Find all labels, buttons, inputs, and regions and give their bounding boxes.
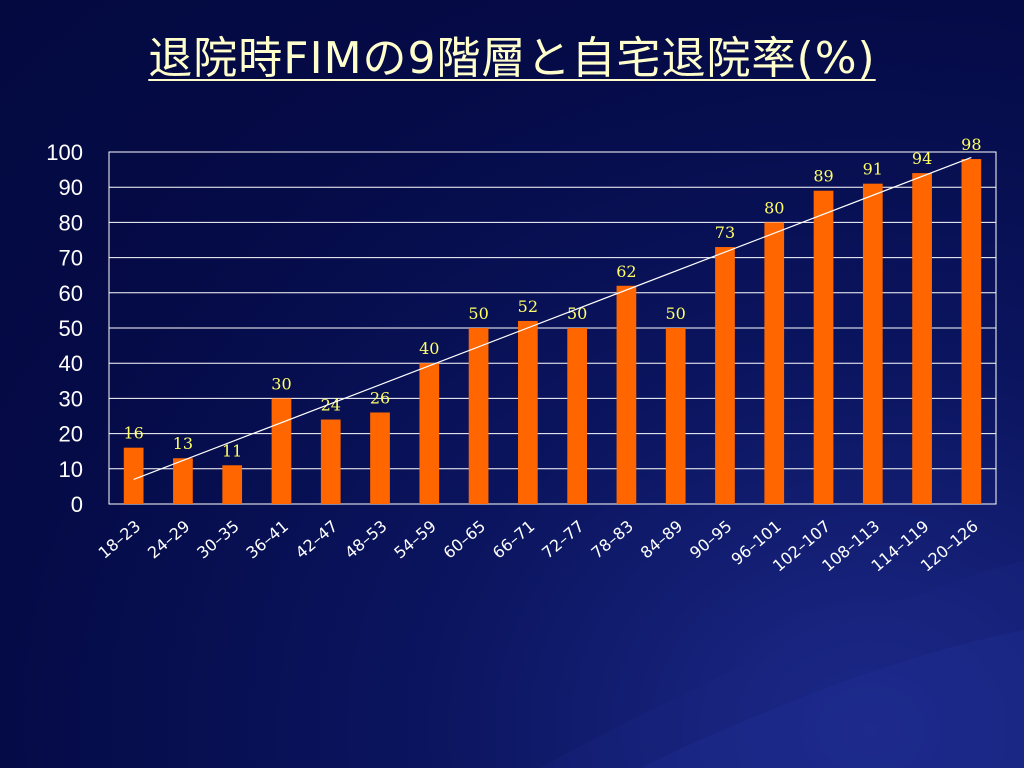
y-tick-label: 80	[59, 210, 83, 235]
bar	[567, 328, 587, 504]
bar	[862, 183, 883, 504]
x-tick-label: 60–65	[440, 517, 490, 563]
bar	[961, 159, 982, 505]
y-tick-label: 30	[59, 386, 83, 411]
bar	[715, 247, 735, 505]
data-label: 50	[666, 304, 686, 323]
bar	[468, 328, 489, 504]
x-tick-label: 48–53	[341, 517, 391, 563]
y-tick-label: 40	[59, 351, 83, 376]
data-label: 24	[321, 396, 341, 415]
x-tick-label: 18–23	[95, 517, 145, 563]
bar	[813, 190, 834, 504]
bar	[271, 398, 292, 504]
bar	[912, 173, 932, 504]
bar	[173, 458, 193, 504]
y-tick-label: 100	[46, 140, 83, 165]
y-tick-label: 70	[59, 246, 83, 271]
data-label: 16	[123, 424, 143, 443]
data-label: 13	[173, 434, 193, 453]
x-tick-label: 84–89	[637, 517, 687, 563]
bar	[665, 328, 686, 504]
x-tick-label: 42–47	[292, 517, 342, 563]
bar	[222, 465, 243, 504]
y-tick-label: 20	[59, 422, 83, 447]
y-tick-label: 50	[59, 316, 83, 341]
bar	[370, 412, 390, 504]
data-label: 11	[222, 441, 242, 460]
data-label: 80	[764, 198, 784, 217]
data-label: 40	[419, 339, 439, 358]
data-label: 30	[271, 374, 291, 393]
x-tick-label: 30–35	[193, 517, 243, 563]
page-title: 退院時FIMの9階層と自宅退院率(%)	[148, 33, 876, 84]
x-tick-label: 54–59	[390, 517, 440, 563]
data-label: 62	[616, 262, 636, 281]
bar	[518, 320, 538, 504]
bar	[419, 363, 440, 504]
data-label: 73	[715, 223, 735, 242]
x-tick-label: 72–77	[538, 517, 588, 563]
data-label: 50	[468, 304, 488, 323]
x-tick-label: 36–41	[243, 517, 293, 563]
data-label: 94	[912, 149, 932, 168]
data-label: 52	[518, 297, 538, 316]
trendline	[133, 156, 972, 481]
y-tick-label: 90	[59, 175, 83, 200]
y-tick-label: 10	[59, 457, 83, 482]
bar	[320, 419, 341, 504]
data-label: 89	[813, 167, 833, 186]
data-label: 50	[567, 304, 587, 323]
bar	[616, 285, 637, 504]
x-tick-label: 24–29	[144, 517, 194, 563]
bar	[764, 222, 785, 504]
data-label: 91	[863, 160, 883, 179]
x-tick-label: 78–83	[587, 517, 637, 563]
bar	[123, 447, 144, 504]
y-tick-label: 60	[59, 281, 83, 306]
x-tick-label: 66–71	[489, 517, 539, 563]
data-label: 98	[961, 135, 981, 154]
y-tick-label: 0	[71, 492, 83, 517]
data-label: 26	[370, 388, 390, 407]
